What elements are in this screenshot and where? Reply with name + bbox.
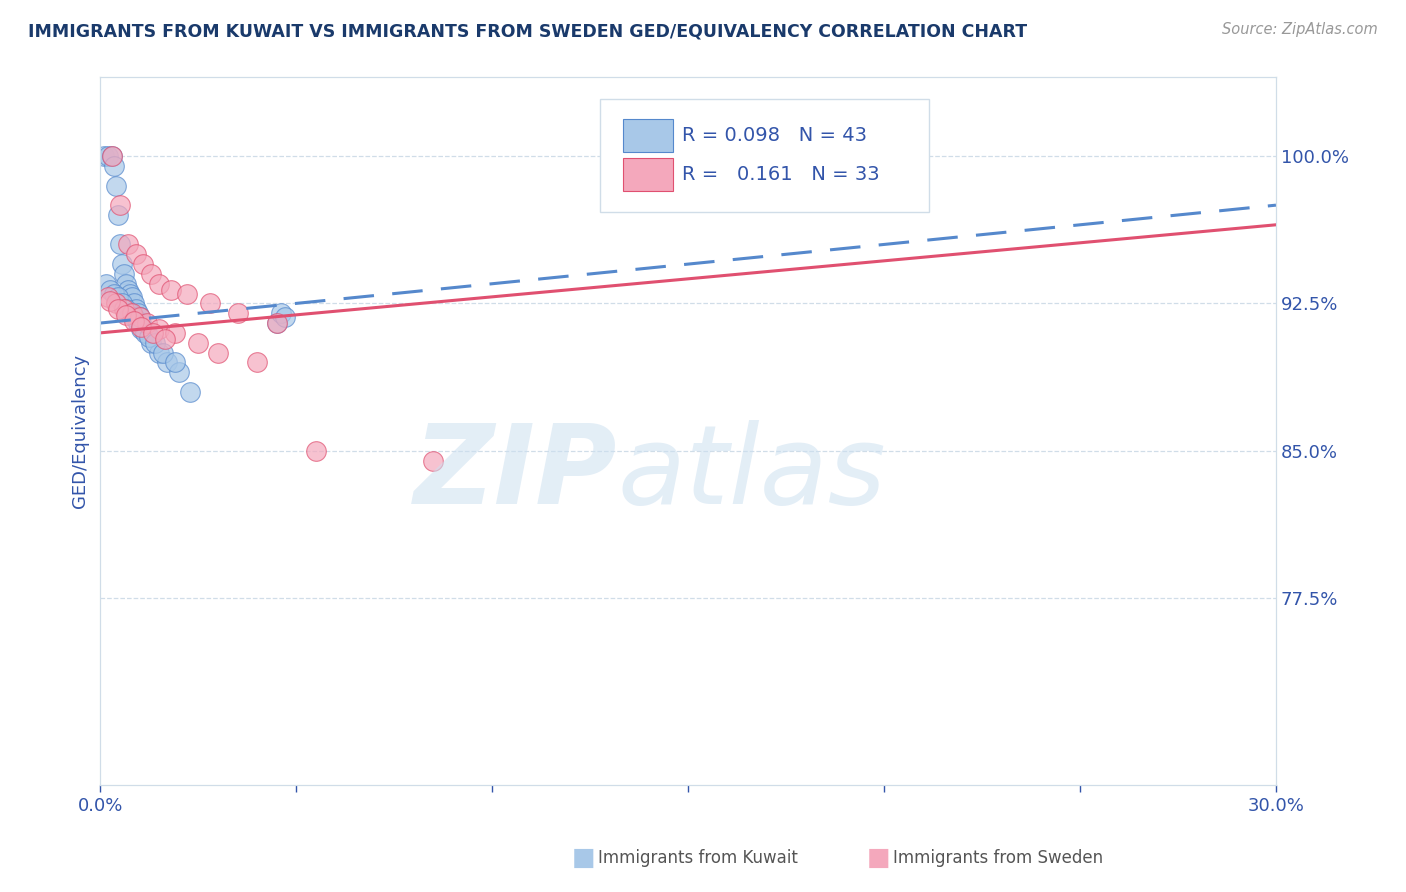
Point (108, 198, 131, 212)
Point (114, 277, 136, 291)
Point (97, 291, 120, 305)
Text: R =   0.161   N = 33: R = 0.161 N = 33 (682, 165, 880, 184)
Point (136, 316, 159, 330)
Text: R = 0.098   N = 43: R = 0.098 N = 43 (682, 126, 868, 145)
Point (132, 257, 155, 271)
Point (153, 332, 176, 346)
FancyBboxPatch shape (623, 120, 673, 152)
Point (98, 283, 121, 297)
Point (117, 237, 139, 252)
Point (103, 286, 125, 301)
Point (207, 345, 229, 359)
Point (97, 149, 120, 163)
Text: Source: ZipAtlas.com: Source: ZipAtlas.com (1222, 22, 1378, 37)
FancyBboxPatch shape (623, 158, 673, 191)
Point (111, 296, 134, 310)
Point (112, 267, 135, 281)
Point (118, 306, 141, 320)
Point (108, 237, 131, 252)
Point (270, 306, 292, 320)
Point (148, 277, 170, 291)
Point (163, 355, 186, 369)
Point (131, 316, 153, 330)
Point (122, 314, 145, 328)
Point (117, 283, 139, 297)
Point (114, 308, 136, 322)
Point (266, 316, 288, 330)
Point (107, 208, 129, 222)
Point (246, 355, 269, 369)
Point (121, 291, 143, 305)
Point (142, 326, 165, 340)
Point (122, 310, 145, 325)
Point (121, 306, 143, 320)
Point (103, 159, 125, 173)
Point (176, 286, 198, 301)
Point (124, 302, 146, 317)
Point (198, 296, 221, 310)
Point (422, 453, 444, 467)
Point (163, 326, 186, 340)
Point (101, 149, 124, 163)
Point (141, 335, 163, 350)
Point (127, 306, 149, 320)
Point (93, 149, 115, 163)
Point (127, 316, 149, 330)
Point (226, 306, 249, 320)
Point (156, 355, 179, 369)
Point (101, 149, 124, 163)
Point (167, 365, 190, 379)
Point (118, 286, 141, 301)
Point (107, 302, 129, 317)
Text: ■: ■ (868, 847, 890, 870)
Point (134, 326, 156, 340)
Point (111, 257, 134, 271)
Point (122, 296, 145, 310)
Text: Immigrants from Kuwait: Immigrants from Kuwait (598, 849, 797, 867)
Point (112, 302, 135, 317)
Point (128, 310, 150, 325)
Point (179, 384, 201, 399)
Point (131, 322, 153, 336)
Point (138, 330, 160, 344)
Point (105, 296, 128, 310)
Point (160, 283, 183, 297)
Point (98, 294, 121, 309)
Point (114, 302, 136, 317)
Text: Immigrants from Sweden: Immigrants from Sweden (893, 849, 1102, 867)
Point (266, 316, 288, 330)
Point (124, 247, 146, 261)
Point (136, 326, 159, 340)
FancyBboxPatch shape (600, 99, 929, 211)
Point (152, 345, 174, 359)
Point (148, 345, 170, 359)
Text: ■: ■ (572, 847, 595, 870)
Text: atlas: atlas (617, 420, 886, 527)
Point (696, 149, 718, 163)
Point (148, 322, 170, 336)
Point (141, 267, 163, 281)
Y-axis label: GED/Equivalency: GED/Equivalency (72, 354, 89, 508)
Point (143, 335, 166, 350)
Point (96, 277, 118, 291)
Point (187, 335, 209, 350)
Point (273, 310, 295, 325)
Text: ZIP: ZIP (415, 420, 617, 527)
Point (132, 322, 155, 336)
Point (105, 178, 128, 193)
Point (131, 320, 153, 334)
Point (128, 310, 150, 325)
Point (107, 291, 129, 305)
Text: IMMIGRANTS FROM KUWAIT VS IMMIGRANTS FROM SWEDEN GED/EQUIVALENCY CORRELATION CHA: IMMIGRANTS FROM KUWAIT VS IMMIGRANTS FRO… (28, 22, 1028, 40)
Point (305, 443, 328, 458)
